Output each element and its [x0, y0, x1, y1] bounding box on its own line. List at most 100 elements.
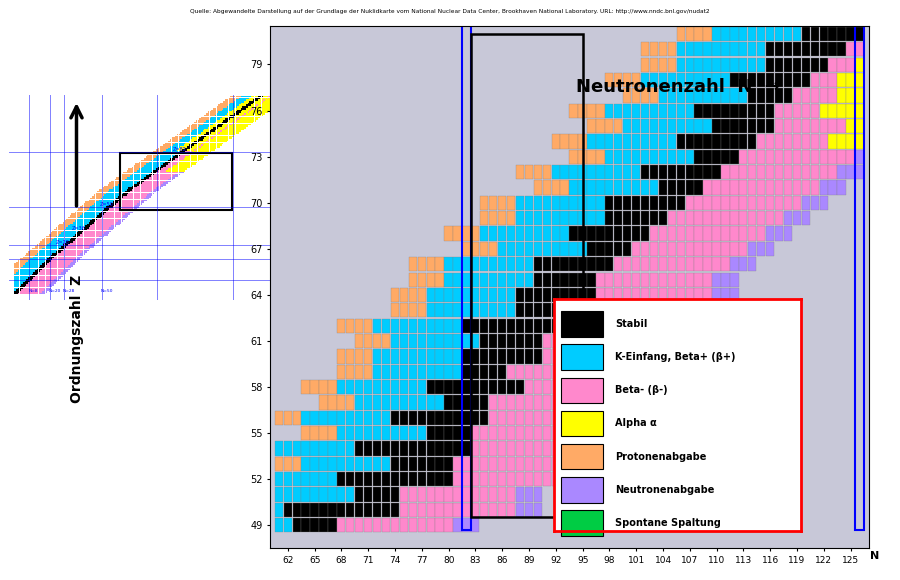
Bar [63, 231, 64, 232]
Bar [614, 119, 623, 133]
Bar [552, 380, 560, 394]
Bar [146, 168, 148, 170]
Bar [52, 251, 54, 253]
Bar [114, 201, 116, 203]
Bar [130, 193, 131, 194]
Bar [42, 244, 43, 246]
Bar [170, 175, 172, 177]
Bar [49, 281, 50, 282]
Bar [194, 155, 195, 156]
Bar [52, 269, 54, 270]
Bar [26, 272, 28, 274]
Bar [534, 472, 542, 487]
Bar [748, 73, 756, 87]
Bar [148, 189, 149, 191]
Bar [103, 187, 104, 189]
Bar [552, 273, 560, 287]
Bar [230, 120, 232, 122]
Bar [174, 168, 175, 170]
Bar [80, 217, 82, 218]
Bar [215, 143, 216, 144]
Bar [97, 193, 99, 194]
Bar [283, 99, 284, 101]
Bar [56, 240, 58, 241]
Bar [239, 113, 240, 115]
Bar [137, 201, 139, 203]
Bar [155, 186, 156, 187]
Bar [232, 115, 234, 117]
Bar [40, 260, 42, 262]
Bar [52, 263, 54, 265]
Bar [570, 180, 578, 195]
Bar [129, 194, 130, 196]
Bar [534, 180, 542, 195]
Bar [534, 457, 542, 471]
Bar [125, 200, 127, 201]
Bar [242, 104, 244, 106]
Bar [67, 262, 68, 263]
Bar [89, 238, 90, 239]
Bar [61, 238, 63, 239]
Bar [65, 227, 66, 229]
Bar [570, 273, 578, 287]
Bar [135, 184, 137, 186]
Bar [210, 117, 212, 118]
Bar [148, 172, 149, 173]
Bar [220, 122, 221, 124]
Bar [165, 157, 166, 158]
Bar [766, 27, 774, 41]
Bar [148, 179, 149, 180]
Bar [274, 503, 283, 517]
Bar [659, 195, 667, 210]
Bar [605, 180, 614, 195]
Bar [561, 242, 569, 256]
Bar [18, 265, 20, 267]
Bar [253, 106, 255, 108]
Bar [133, 210, 135, 212]
Bar [364, 334, 373, 348]
Bar [120, 200, 122, 201]
Bar [42, 249, 43, 251]
Bar [39, 291, 40, 293]
Bar [159, 158, 161, 160]
Bar [241, 122, 242, 124]
Bar [605, 135, 614, 148]
Bar [187, 158, 189, 160]
Bar [220, 139, 221, 140]
Bar [158, 170, 159, 172]
Bar [166, 151, 168, 153]
Bar [229, 101, 230, 103]
Bar [221, 127, 223, 129]
Bar [249, 120, 251, 122]
Bar [793, 27, 801, 41]
Bar [172, 168, 173, 170]
Bar [811, 150, 819, 164]
Bar [275, 97, 277, 99]
Bar [163, 144, 165, 146]
Bar [174, 146, 175, 147]
Bar [784, 180, 792, 195]
Bar [125, 172, 127, 173]
Bar [775, 226, 783, 241]
Bar [159, 153, 161, 154]
Bar [668, 165, 676, 179]
Bar [65, 243, 66, 244]
Bar [766, 242, 774, 256]
Bar [166, 161, 168, 163]
Bar [139, 198, 140, 200]
Bar [242, 120, 244, 122]
Bar [686, 318, 694, 333]
Bar [30, 282, 32, 284]
Bar [310, 503, 319, 517]
Bar [210, 129, 212, 130]
Bar [42, 248, 43, 249]
Bar [605, 226, 614, 241]
Bar [225, 136, 227, 137]
Bar [196, 155, 197, 156]
Bar [184, 151, 185, 153]
Bar [132, 173, 133, 175]
Bar [163, 179, 165, 180]
Bar [75, 246, 76, 248]
Bar [161, 150, 163, 151]
Bar [146, 177, 148, 179]
